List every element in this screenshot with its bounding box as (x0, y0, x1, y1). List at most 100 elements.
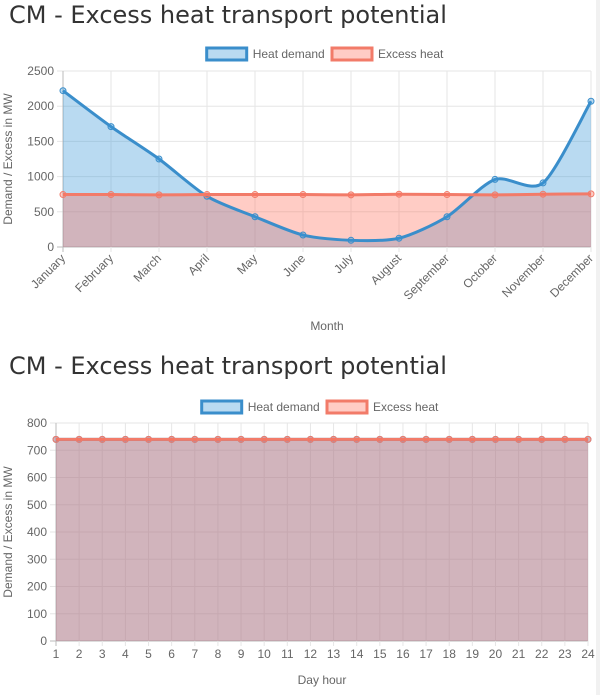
x-tick-label: 12 (304, 647, 318, 661)
x-tick-label: April (185, 251, 212, 278)
data-point (422, 435, 430, 443)
y-axis-title: Demand / Excess in MW (1, 93, 15, 225)
y-tick-label: 500 (27, 498, 47, 512)
x-tick-label: February (72, 251, 116, 295)
data-point (468, 435, 476, 443)
data-point (145, 435, 153, 443)
data-point (191, 435, 199, 443)
x-tick-label: 6 (168, 647, 175, 661)
x-tick-label: 13 (327, 647, 341, 661)
data-point (98, 435, 106, 443)
data-point (168, 435, 176, 443)
x-tick-label: 15 (373, 647, 387, 661)
data-point (395, 234, 403, 242)
x-tick-label: June (280, 251, 309, 280)
x-tick-label: 8 (215, 647, 222, 661)
chart-panel-monthly: CM - Excess heat transport potential Hea… (0, 0, 600, 345)
x-tick-label: 18 (443, 647, 457, 661)
data-point (399, 435, 407, 443)
data-point (260, 435, 268, 443)
monthly-chart: Heat demand Excess heat 0 500 1000 1500 2000 25… (1, 46, 596, 333)
data-point (538, 435, 546, 443)
legend-label: Heat demand (253, 47, 325, 61)
data-point (491, 435, 499, 443)
data-point (587, 190, 595, 198)
series-line (62, 192, 592, 197)
x-tick-label: 17 (419, 647, 433, 661)
x-tick-label: 20 (489, 647, 503, 661)
data-point (121, 435, 129, 443)
y-tick-label: 400 (27, 525, 47, 539)
data-point (107, 123, 115, 131)
legend-label: Heat demand (248, 400, 320, 414)
data-point (347, 236, 355, 244)
x-tick-label: 21 (512, 647, 526, 661)
x-tick-label: 4 (122, 647, 129, 661)
x-tick-label: December (547, 251, 596, 300)
x-tick-label: August (368, 251, 405, 288)
x-tick-label: 10 (257, 647, 271, 661)
page-scrollbar[interactable] (596, 0, 600, 695)
y-tick-label: 200 (27, 580, 47, 594)
series-line (62, 89, 593, 243)
data-point (491, 175, 499, 183)
data-point (75, 435, 83, 443)
x-tick-label: 3 (99, 647, 106, 661)
y-tick-label: 100 (27, 607, 47, 621)
legend-label: Excess heat (373, 400, 439, 414)
series-area (56, 439, 588, 641)
x-tick-label: 24 (581, 647, 595, 661)
data-point (306, 435, 314, 443)
data-point (59, 191, 67, 199)
x-tick-label: October (460, 251, 500, 291)
y-tick-label: 700 (27, 443, 47, 457)
x-tick-label: November (499, 251, 548, 300)
x-tick-label: September (401, 251, 452, 302)
data-point (443, 191, 451, 199)
data-point (515, 435, 523, 443)
data-point (155, 155, 163, 163)
data-point (203, 191, 211, 199)
data-point (237, 435, 245, 443)
data-point (353, 435, 361, 443)
data-point (52, 435, 60, 443)
data-point (299, 231, 307, 239)
data-point (59, 87, 67, 95)
y-tick-label: 2500 (27, 64, 54, 78)
data-point (443, 213, 451, 221)
y-tick-label: 1000 (27, 170, 54, 184)
y-tick-label: 600 (27, 471, 47, 485)
data-point (587, 97, 595, 105)
x-tick-label: 19 (466, 647, 480, 661)
data-point (584, 435, 592, 443)
x-tick-label: 1 (53, 647, 60, 661)
data-point (299, 191, 307, 199)
x-tick-label: March (131, 251, 164, 284)
data-point (491, 191, 499, 199)
chart-title: CM - Excess heat transport potential (9, 352, 447, 380)
x-tick-label: 2 (76, 647, 83, 661)
x-tick-label: May (234, 251, 260, 277)
x-tick-label: 23 (558, 647, 572, 661)
series-area (56, 439, 588, 641)
hourly-chart: Heat demand Excess heat 0 100 200 300 400 500 60… (1, 399, 595, 687)
data-point (561, 435, 569, 443)
data-point (376, 435, 384, 443)
x-tick-label: 14 (350, 647, 364, 661)
y-tick-label: 800 (27, 416, 47, 430)
x-tick-label: 7 (191, 647, 198, 661)
y-tick-label: 2000 (27, 99, 54, 113)
legend-label: Excess heat (378, 47, 444, 61)
x-axis-title: Day hour (298, 673, 347, 687)
data-point (539, 190, 547, 198)
x-tick-label: January (28, 251, 68, 291)
data-point (283, 435, 291, 443)
x-axis-title: Month (310, 319, 343, 333)
y-tick-label: 1500 (27, 134, 54, 148)
x-tick-label: July (331, 251, 356, 276)
data-point (347, 191, 355, 199)
y-tick-label: 0 (40, 634, 47, 648)
x-tick-label: 22 (535, 647, 549, 661)
legend-swatch (200, 399, 244, 415)
data-point (251, 213, 259, 221)
